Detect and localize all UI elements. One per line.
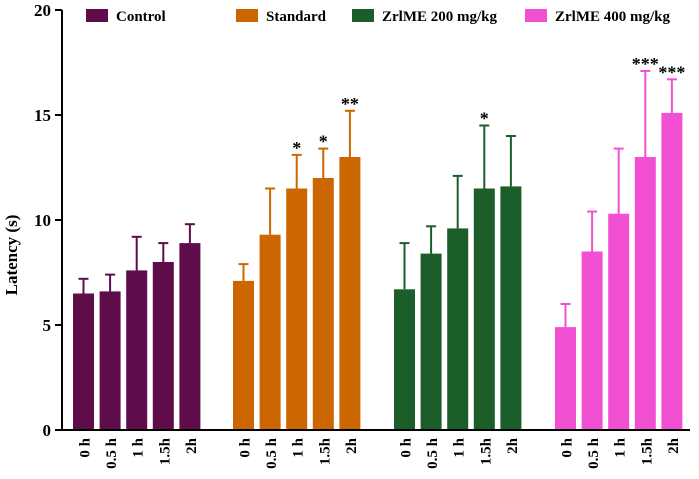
- legend-item-zrlme-400-mg-kg: ZrlME 400 mg/kg: [525, 9, 670, 25]
- y-tick-label: 0: [43, 421, 52, 440]
- x-tick-label: 2h: [184, 437, 200, 454]
- x-axis: 0 h 0.5 h 1 h 1.5h 2h 0 h 0.5 h 1 h 1.5h 2h 0 h 0.5…: [62, 429, 690, 469]
- legend-swatch: [86, 9, 108, 22]
- bar-control-0-h: [73, 293, 94, 430]
- x-tick-label: 1.5h: [317, 437, 333, 465]
- significance-marker: ***: [658, 62, 685, 82]
- x-tick-label: 0.5 h: [425, 437, 441, 469]
- y-tick-label: 10: [34, 211, 51, 230]
- legend-label: ZrlME 200 mg/kg: [382, 9, 497, 25]
- bar-zrlme-400-mg-kg-0-h: [555, 327, 576, 430]
- legend-label: ZrlME 400 mg/kg: [555, 9, 670, 25]
- x-tick-label: 1.5h: [639, 437, 655, 465]
- x-tick-label: 2h: [666, 437, 682, 454]
- bar-zrlme-400-mg-kg-2h: [661, 112, 683, 431]
- x-tick-label: 0.5 h: [104, 437, 120, 469]
- series-control: [73, 223, 201, 430]
- y-tick-label: 5: [43, 316, 52, 335]
- x-tick-label: 1 h: [452, 437, 468, 457]
- bar-standard-1-5h: [312, 178, 334, 430]
- x-tick-label: 2h: [344, 437, 360, 454]
- legend-swatch: [352, 9, 374, 22]
- legend-item-zrlme-200-mg-kg: ZrlME 200 mg/kg: [352, 9, 497, 25]
- bar-standard-0-5-h: [259, 234, 281, 430]
- bar-standard-0-h: [233, 280, 254, 430]
- x-tick-label: 1.5h: [478, 437, 494, 465]
- bar-zrlme-200-mg-kg-0-5-h: [420, 253, 442, 430]
- x-tick-label: 0.5 h: [264, 437, 280, 469]
- significance-marker: *: [480, 109, 489, 129]
- bar-standard-1-h: [286, 188, 308, 430]
- y-tick-label: 15: [34, 106, 51, 125]
- bar-zrlme-400-mg-kg-1-5h: [634, 157, 656, 430]
- series-zrlme-400-mg-kg: *** ***: [555, 54, 685, 431]
- x-tick-label: 1 h: [131, 437, 147, 457]
- x-tick-label: 0 h: [238, 437, 254, 457]
- bars: * ******* ***: [73, 54, 685, 431]
- series-standard: * ***: [233, 94, 361, 430]
- bar-control-2h: [179, 243, 201, 430]
- significance-marker: *: [292, 138, 301, 158]
- legend-swatch: [525, 9, 547, 22]
- y-axis: 0 5 10 15 20: [34, 1, 63, 440]
- x-tick-label: 0.5 h: [586, 437, 602, 469]
- significance-marker: **: [341, 94, 359, 114]
- bar-zrlme-400-mg-kg-1-h: [608, 213, 630, 430]
- x-tick-label: 0 h: [78, 437, 94, 457]
- x-tick-label: 2h: [505, 437, 521, 454]
- significance-marker: ***: [632, 54, 659, 74]
- bar-zrlme-200-mg-kg-1-5h: [473, 188, 495, 430]
- bar-zrlme-200-mg-kg-0-h: [394, 289, 415, 430]
- y-tick-label: 20: [34, 1, 51, 20]
- legend-item-control: Control: [86, 9, 166, 25]
- bar-zrlme-200-mg-kg-1-h: [447, 228, 469, 430]
- x-tick-label: 0 h: [560, 437, 576, 457]
- bar-control-1-h: [126, 270, 148, 430]
- x-tick-label: 1 h: [613, 437, 629, 457]
- legend-label: Control: [116, 9, 166, 25]
- legend-swatch: [236, 9, 258, 22]
- series-zrlme-200-mg-kg: *: [394, 109, 522, 430]
- legend-item-standard: Standard: [236, 9, 327, 25]
- x-tick-label: 0 h: [399, 437, 415, 457]
- bar-zrlme-200-mg-kg-2h: [500, 186, 522, 430]
- legend: Control Standard ZrlME 200 mg/kg ZrlME 400 …: [86, 9, 670, 25]
- legend-label: Standard: [266, 9, 327, 25]
- bar-control-0-5-h: [99, 291, 121, 430]
- bar-zrlme-400-mg-kg-0-5-h: [581, 251, 603, 430]
- bar-control-1-5h: [152, 262, 174, 430]
- y-axis-label: Latency (s): [2, 215, 21, 296]
- significance-marker: *: [319, 132, 328, 152]
- bar-standard-2h: [339, 157, 361, 430]
- x-tick-label: 1.5h: [157, 437, 173, 465]
- x-tick-label: 1 h: [291, 437, 307, 457]
